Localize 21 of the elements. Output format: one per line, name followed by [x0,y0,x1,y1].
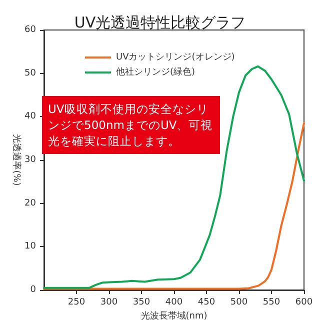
y-axis-title: 光透過率(%) [11,134,22,186]
annotation: UV吸収剤不使用の安全なシリンジで500nmまでのUV、可視光を確実に阻止します。 [48,102,213,148]
x-axis-title: 光波長帯域(nm) [140,310,208,322]
y-tick-label: 20 [24,198,36,208]
x-tick-label: 600 [295,298,313,308]
x-tick-label: 450 [198,298,216,308]
legend-label: 他社シリンジ(緑色) [116,66,196,78]
x-tick-label: 400 [165,298,183,308]
x-tick-label: 300 [100,298,118,308]
x-tick-label: 350 [132,298,150,308]
y-tick-label: 10 [24,242,36,252]
y-tick-label: 60 [24,25,36,35]
y-tick-label: 30 [24,155,36,165]
x-tick-label: 550 [262,298,280,308]
x-tick-label: 250 [68,298,86,308]
y-tick-label: 0 [30,285,36,295]
y-tick-label: 50 [24,68,36,78]
legend-label: UVカットシリンジ(オレンジ) [116,52,235,62]
y-tick-label: 40 [24,112,36,122]
chart-title: UV光透過特性比較グラフ [74,14,246,32]
x-tick-label: 500 [230,298,248,308]
